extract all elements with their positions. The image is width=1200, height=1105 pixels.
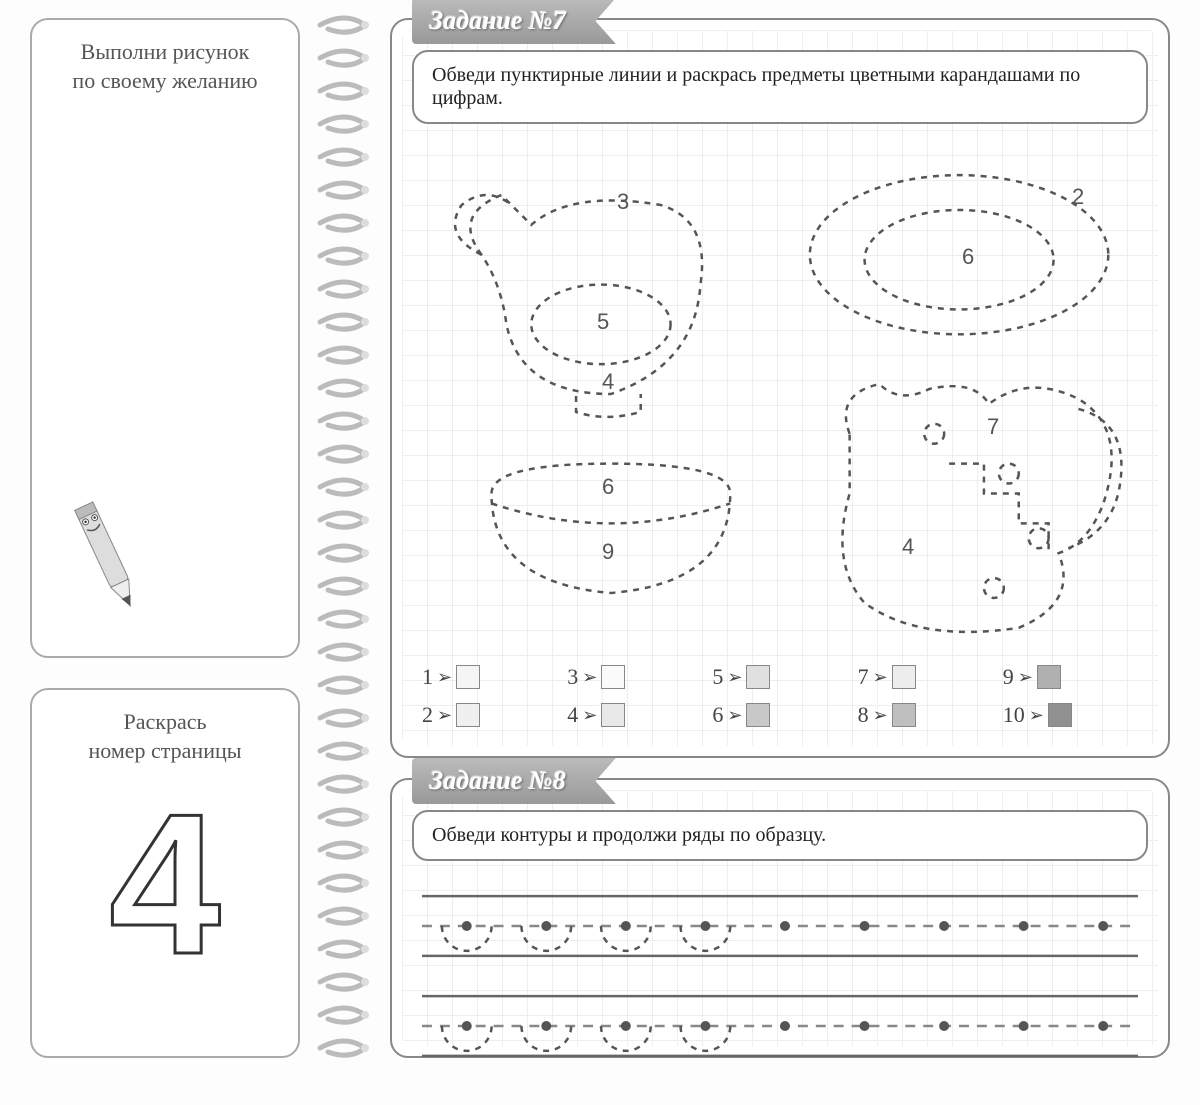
row1-svg [422,891,1138,961]
free-draw-box: Выполни рисунок по своему желанию [30,18,300,658]
color-key-item-10: 10➢ [1003,702,1138,728]
dots-1 [462,921,1108,931]
page-number-outline: 4 [42,785,288,985]
spiral-binding [310,0,380,1105]
writing-practice [392,871,1168,1101]
task-8-area: Задание №8 Обведи контуры и продолжи ряд… [390,778,1170,1058]
key-swatch [456,665,480,689]
left-column: Выполни рисунок по своему желанию [0,0,310,1105]
color-key-item-3: 3➢ [567,664,702,690]
arrow-icon: ➢ [582,705,597,726]
key-swatch [746,703,770,727]
key-swatch [746,665,770,689]
spiral-svg [310,10,380,1090]
writing-row-2 [422,991,1138,1061]
color-key-item-7: 7➢ [858,664,993,690]
key-swatch [892,703,916,727]
key-number: 9 [1003,664,1014,690]
page-number-title: Раскрась номер страницы [42,708,288,765]
free-draw-title: Выполни рисунок по своему желанию [42,38,288,95]
key-number: 7 [858,664,869,690]
key-swatch [1048,703,1072,727]
arrow-icon: ➢ [727,667,742,688]
color-key-item-6: 6➢ [712,702,847,728]
color-key-item-8: 8➢ [858,702,993,728]
arrow-icon: ➢ [437,705,452,726]
key-swatch [1037,665,1061,689]
arrow-icon: ➢ [873,667,888,688]
pn-line1: Раскрась [123,709,206,734]
cup-foot [576,394,641,417]
jug-dot-4 [984,578,1004,598]
key-number: 10 [1003,702,1025,728]
key-number: 8 [858,702,869,728]
title-line1: Выполни рисунок [81,39,250,64]
label-cup-bottom: 4 [602,369,614,395]
color-key-item-9: 9➢ [1003,664,1138,690]
arrow-icon: ➢ [873,705,888,726]
jug-handle [1069,409,1122,548]
plate-outer [810,175,1108,334]
label-bowl-top: 6 [602,474,614,500]
arrow-icon: ➢ [727,705,742,726]
key-number: 3 [567,664,578,690]
key-number: 5 [712,664,723,690]
label-jug-top: 7 [987,414,999,440]
plate-inner [865,210,1054,309]
key-swatch [601,665,625,689]
label-plate-inner: 6 [962,244,974,270]
jug-dot-2 [999,464,1019,484]
label-plate-outer: 2 [1072,184,1084,210]
key-number: 1 [422,664,433,690]
jug-dot-3 [1029,528,1049,548]
color-key-item-1: 1➢ [422,664,557,690]
title-line2: по своему желанию [72,68,257,93]
color-key: 1➢2➢3➢4➢5➢6➢7➢8➢9➢10➢ [392,654,1168,738]
label-cup-top: 3 [617,189,629,215]
key-swatch [892,665,916,689]
task-7-banner: Задание №7 [412,0,616,44]
label-bowl-bot: 9 [602,539,614,565]
dots-2 [462,1021,1108,1031]
pn-line2: номер страницы [88,738,241,763]
cup-handle [455,195,511,255]
label-cup-mid: 5 [597,309,609,335]
arcs-2 [442,1026,730,1051]
label-jug-body: 4 [902,534,914,560]
color-key-item-5: 5➢ [712,664,847,690]
pencil-icon [62,486,152,626]
cup-outline [470,195,702,394]
arcs-1 [442,926,730,951]
key-number: 2 [422,702,433,728]
arrow-icon: ➢ [437,667,452,688]
dishes-drawing: 3 5 4 2 6 6 9 7 4 [392,134,1168,654]
arrow-icon: ➢ [1018,667,1033,688]
key-swatch [601,703,625,727]
dishes-svg [392,134,1168,654]
key-number: 4 [567,702,578,728]
color-key-item-4: 4➢ [567,702,702,728]
bowl-band [491,503,730,523]
task-8-instruction: Обведи контуры и продолжи ряды по образц… [412,810,1148,861]
jug-outline [842,384,1111,632]
right-column: Задание №7 Обведи пунктирные линии и рас… [380,0,1200,1105]
writing-row-1 [422,891,1138,961]
task-7-area: Задание №7 Обведи пунктирные линии и рас… [390,18,1170,758]
color-key-item-2: 2➢ [422,702,557,728]
row2-svg [422,991,1138,1061]
key-swatch [456,703,480,727]
key-number: 6 [712,702,723,728]
jug-dot-1 [924,424,944,444]
arrow-icon: ➢ [1029,705,1044,726]
task-7-instruction: Обведи пунктирные линии и раскрась предм… [412,50,1148,124]
workbook-page: Выполни рисунок по своему желанию [0,0,1200,1105]
page-number-box: Раскрась номер страницы 4 [30,688,300,1058]
arrow-icon: ➢ [582,667,597,688]
task-8-banner: Задание №8 [412,758,616,804]
